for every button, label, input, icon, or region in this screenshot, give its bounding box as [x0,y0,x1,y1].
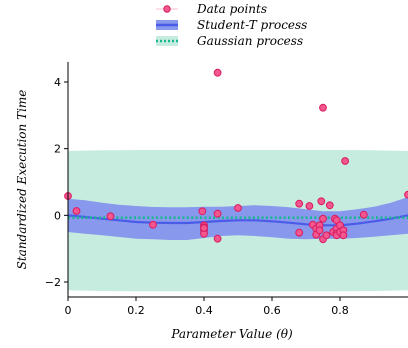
y-tick-label: 0 [54,209,61,222]
data-point [106,212,115,221]
axes: 0 0.2 0.4 0.6 0.8 −2 0 2 4 [45,62,408,317]
x-tick-label: 0.8 [331,304,349,317]
data-point [213,234,222,243]
data-point [198,207,207,216]
legend-data-points-label: Data points [196,2,267,16]
y-tick-label: 2 [54,143,61,156]
legend-item-data-points: Data points [156,2,267,16]
plot-area [64,68,408,292]
data-point [322,231,331,240]
data-point [213,68,222,77]
data-point [339,231,348,240]
data-point [315,226,324,235]
data-point [319,103,327,112]
y-tick-label: 4 [54,76,61,89]
legend-gaussian-band [156,36,178,46]
legend-item-student-t: Student-T process [156,18,307,32]
data-point [319,214,327,223]
data-point [295,199,304,208]
legend-gaussian-label: Gaussian process [197,34,303,48]
x-tick-label: 0.2 [127,304,145,317]
data-point [72,207,81,215]
student-t-mean-line [67,214,408,227]
data-point [359,210,368,219]
legend-student-t-label: Student-T process [197,18,307,32]
data-point [305,202,314,210]
x-tick-label: 0.4 [195,304,213,317]
y-tick-label: −2 [45,276,61,289]
data-point [341,157,350,165]
x-axis-label: Parameter Value (θ) [170,327,293,341]
legend: Data points Student-T process Gaussian p… [156,2,307,48]
legend-item-gaussian: Gaussian process [156,34,303,48]
data-point [404,190,408,199]
x-tick-label: 0 [65,304,72,317]
data-point [149,220,157,229]
data-point [200,224,208,232]
legend-data-points-marker [163,5,171,13]
y-axis-label: Standardized Execution Time [15,90,29,270]
data-point [317,197,326,206]
data-point [325,201,334,210]
x-tick-label: 0.6 [263,304,281,317]
data-point [295,228,304,237]
data-point [234,204,242,212]
data-point [213,209,222,218]
